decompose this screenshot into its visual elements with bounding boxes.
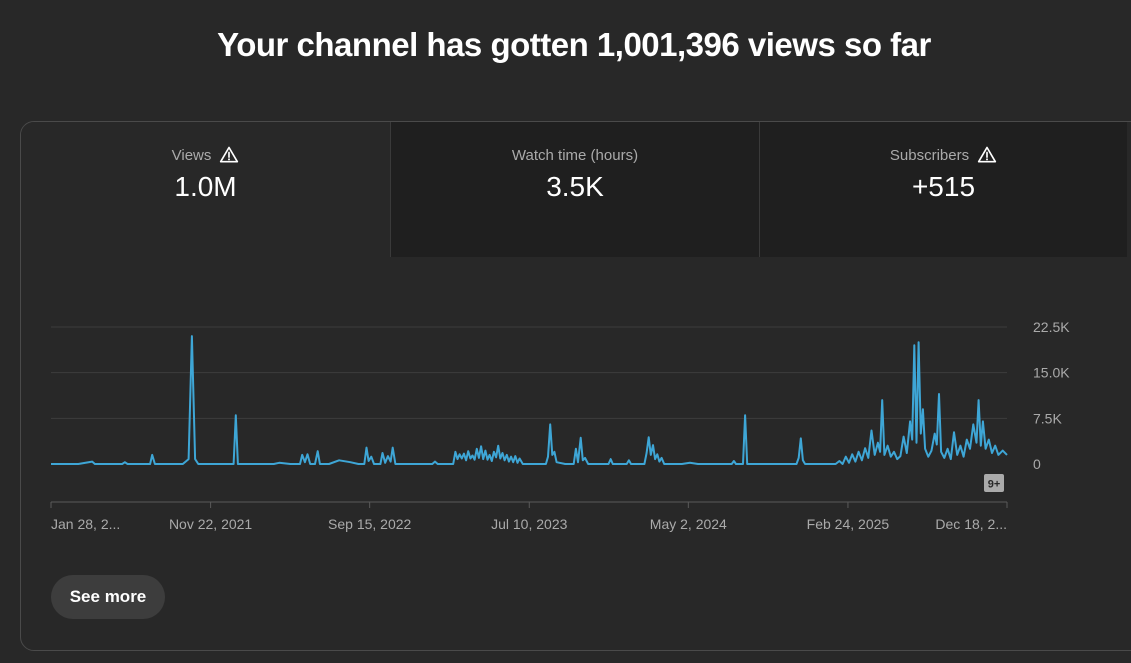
tab-subscribers[interactable]: Subscribers +515 [759, 122, 1127, 257]
x-tick-label: Feb 24, 2025 [807, 516, 890, 532]
views-chart: 22.5K 15.0K 7.5K 0 Jan 28, 2... Nov 22, 2021 S… [21, 257, 1131, 557]
tab-subscribers-value: +515 [911, 171, 976, 202]
tab-views-label: Views [171, 146, 212, 164]
page-title: Your channel has gotten 1,001,396 views … [217, 26, 931, 63]
badge-background [984, 474, 1004, 492]
tab-watch-time-value: 3.5K [546, 171, 604, 202]
y-tick-label: 22.5K [1033, 319, 1070, 335]
tab-watch-time-label: Watch time (hours) [511, 146, 639, 164]
x-tick-label: Jan 28, 2... [51, 516, 120, 532]
x-tick-label: Dec 18, 2... [935, 516, 1007, 532]
tab-subscribers-label: Subscribers [889, 146, 970, 164]
see-more-button[interactable]: See more [51, 575, 165, 619]
metric-tabs: Views 1.0M Watch time (hours) 3.5K Subsc… [21, 122, 1127, 257]
notification-badge[interactable]: 9+ [984, 474, 1004, 492]
tab-watch-time[interactable]: Watch time (hours) 3.5K [390, 122, 759, 257]
x-tick-label: Nov 22, 2021 [169, 516, 252, 532]
views-chart-svg: 22.5K 15.0K 7.5K 0 Jan 28, 2... Nov 22, 2021 S… [50, 319, 1070, 532]
y-tick-label: 7.5K [1033, 410, 1062, 426]
analytics-card: Views 1.0M Watch time (hours) 3.5K Subsc… [20, 121, 1131, 651]
x-tick-label: Sep 15, 2022 [328, 516, 412, 532]
x-tick-label: May 2, 2024 [650, 516, 727, 532]
views-series-line [51, 335, 1008, 465]
y-tick-label: 15.0K [1033, 365, 1070, 381]
badge-label: 9+ [988, 479, 1001, 491]
warning-icon [977, 146, 997, 163]
tab-views-value: 1.0M [174, 171, 237, 202]
warning-icon [220, 146, 239, 163]
tab-views[interactable]: Views 1.0M [21, 122, 390, 257]
x-tick-label: Jul 10, 2023 [491, 516, 567, 532]
y-tick-label: 0 [1033, 456, 1041, 472]
